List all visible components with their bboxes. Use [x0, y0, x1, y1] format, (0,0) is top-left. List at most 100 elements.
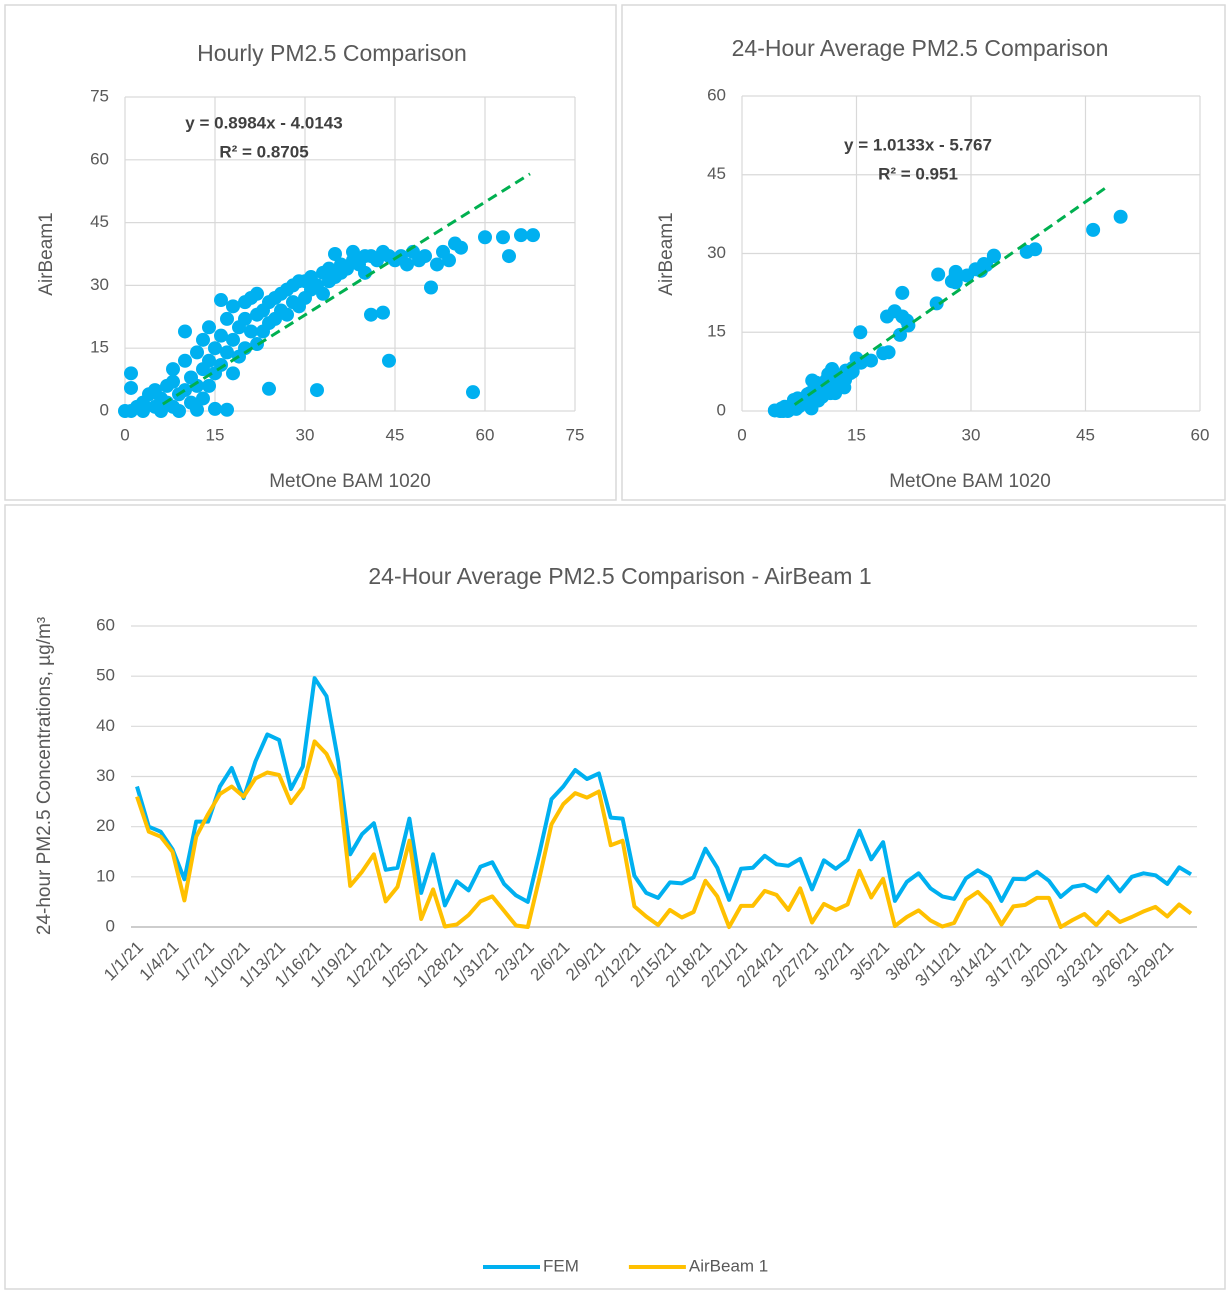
point — [280, 307, 294, 322]
equation: y = 1.0133x - 5.767 — [844, 135, 992, 154]
point — [805, 373, 820, 388]
point — [220, 345, 234, 360]
point — [172, 404, 186, 418]
point — [238, 311, 252, 326]
chart-title: 24-Hour Average PM2.5 Comparison — [732, 35, 1109, 61]
y-tick-label: 60 — [707, 85, 726, 104]
point — [376, 305, 390, 320]
series-line — [135, 676, 1193, 908]
equation: y = 0.8984x - 4.0143 — [185, 113, 342, 132]
chart-title: Hourly PM2.5 Comparison — [197, 40, 467, 66]
y-axis-title: AirBeam1 — [656, 212, 677, 295]
point — [1019, 244, 1034, 259]
y-tick-label: 30 — [90, 275, 109, 294]
r-squared: R² = 0.951 — [878, 164, 958, 183]
point — [526, 228, 540, 243]
y-tick-label: 45 — [707, 164, 726, 183]
point — [895, 285, 910, 300]
point — [226, 332, 240, 347]
point — [346, 244, 360, 259]
point — [880, 309, 895, 324]
point — [418, 249, 432, 264]
x-tick-label: 45 — [386, 425, 405, 444]
point — [208, 341, 222, 356]
point — [214, 357, 228, 372]
y-axis-title: AirBeam1 — [36, 212, 57, 295]
y-tick-label: 50 — [96, 666, 115, 685]
point — [220, 311, 234, 326]
point — [250, 337, 264, 352]
point — [948, 275, 963, 290]
trendline — [162, 172, 531, 406]
point — [250, 286, 264, 301]
point — [202, 353, 216, 368]
point — [881, 345, 896, 360]
y-tick-label: 45 — [90, 212, 109, 231]
point — [196, 391, 210, 406]
point — [202, 320, 216, 335]
point — [208, 401, 222, 416]
trendline — [793, 184, 1110, 406]
point — [214, 293, 228, 308]
y-tick-label: 10 — [96, 866, 115, 885]
x-tick-label: 3/5/21 — [846, 938, 893, 985]
point — [986, 249, 1001, 264]
y-tick-label: 60 — [96, 615, 115, 634]
point — [968, 262, 983, 277]
point — [931, 267, 946, 282]
point — [893, 327, 908, 342]
point — [1113, 209, 1128, 224]
x-axis-title: MetOne BAM 1020 — [889, 471, 1051, 492]
point — [196, 332, 210, 347]
point — [400, 257, 414, 272]
point — [502, 249, 516, 264]
x-tick-label: 2/6/21 — [526, 938, 573, 985]
point — [514, 228, 528, 243]
x-tick-label: 30 — [962, 425, 981, 444]
x-axis-title: MetOne BAM 1020 — [269, 471, 431, 492]
point — [178, 324, 192, 339]
x-tick-label: 2/3/21 — [491, 938, 538, 985]
point — [244, 324, 258, 339]
x-tick-label: 60 — [1191, 425, 1210, 444]
point — [202, 378, 216, 393]
y-tick-label: 15 — [707, 322, 726, 341]
y-tick-label: 75 — [90, 86, 109, 105]
legend-label: FEM — [543, 1256, 579, 1275]
y-tick-label: 15 — [90, 338, 109, 357]
x-tick-label: 15 — [847, 425, 866, 444]
point — [178, 353, 192, 368]
point — [382, 353, 396, 368]
chart-title: 24-Hour Average PM2.5 Comparison - AirBe… — [368, 563, 871, 589]
point — [1086, 222, 1101, 237]
point — [124, 366, 138, 381]
point — [466, 385, 480, 400]
point — [442, 253, 456, 268]
point — [226, 366, 240, 381]
x-tick-label: 1/1/21 — [100, 938, 147, 985]
y-tick-label: 0 — [106, 916, 115, 935]
point — [838, 373, 853, 388]
point — [853, 325, 868, 340]
y-tick-label: 0 — [100, 400, 109, 419]
point — [166, 362, 180, 377]
r-squared: R² = 0.8705 — [219, 142, 308, 161]
series-line — [135, 739, 1193, 929]
y-axis-title: 24-hour PM2.5 Concentrations, µg/m³ — [34, 617, 55, 935]
point — [124, 380, 138, 395]
x-tick-label: 0 — [737, 425, 746, 444]
x-tick-label: 3/2/21 — [811, 938, 858, 985]
point — [310, 383, 324, 398]
point — [478, 230, 492, 245]
point — [190, 378, 204, 393]
legend-label: AirBeam 1 — [689, 1256, 768, 1275]
point — [262, 381, 276, 396]
point — [364, 307, 378, 322]
x-tick-label: 45 — [1076, 425, 1095, 444]
y-tick-label: 40 — [96, 716, 115, 735]
x-tick-label: 15 — [206, 425, 225, 444]
point — [328, 247, 342, 261]
point — [316, 286, 330, 301]
point — [190, 402, 204, 417]
